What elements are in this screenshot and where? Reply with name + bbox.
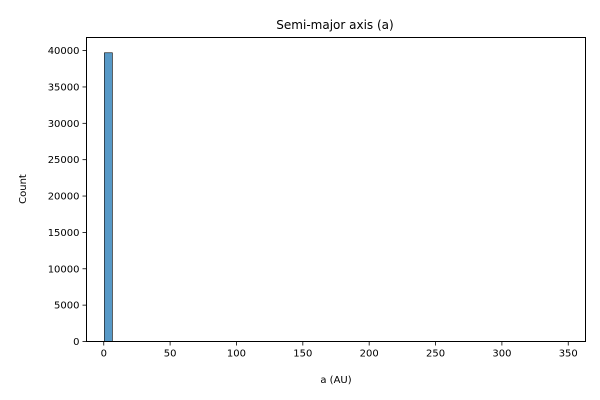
- y-axis: 0 5000 10000 15000 20000 25000 30000 35000 40000: [48, 46, 87, 348]
- chart-title: Semi-major axis (a): [276, 18, 393, 32]
- x-tick-label-200: 200: [360, 349, 379, 360]
- x-tick-label-50: 50: [164, 349, 177, 360]
- x-tick-label-350: 350: [559, 349, 578, 360]
- histogram-bar-0: [104, 52, 113, 342]
- plot-frame: [86, 37, 586, 342]
- x-tick-label-100: 100: [227, 349, 246, 360]
- y-tick-label-40000: 40000: [48, 46, 80, 57]
- y-tick-label-10000: 10000: [48, 264, 80, 275]
- y-tick-label-20000: 20000: [48, 192, 80, 203]
- y-tick-label-5000: 5000: [54, 301, 79, 312]
- y-axis-label: Count: [18, 174, 29, 204]
- x-tick-label-250: 250: [426, 349, 445, 360]
- y-tick-label-30000: 30000: [48, 119, 80, 130]
- plot-area: [104, 52, 113, 342]
- y-tick-label-15000: 15000: [48, 228, 80, 239]
- y-tick-label-25000: 25000: [48, 155, 80, 166]
- y-tick-label-35000: 35000: [48, 82, 80, 93]
- y-tick-label-0: 0: [73, 337, 79, 348]
- x-tick-label-0: 0: [101, 349, 107, 360]
- x-tick-label-150: 150: [293, 349, 312, 360]
- x-tick-label-300: 300: [492, 349, 511, 360]
- x-axis: 0 50 100 150 200 250 300 350: [101, 341, 578, 360]
- x-axis-label: a (AU): [320, 375, 351, 386]
